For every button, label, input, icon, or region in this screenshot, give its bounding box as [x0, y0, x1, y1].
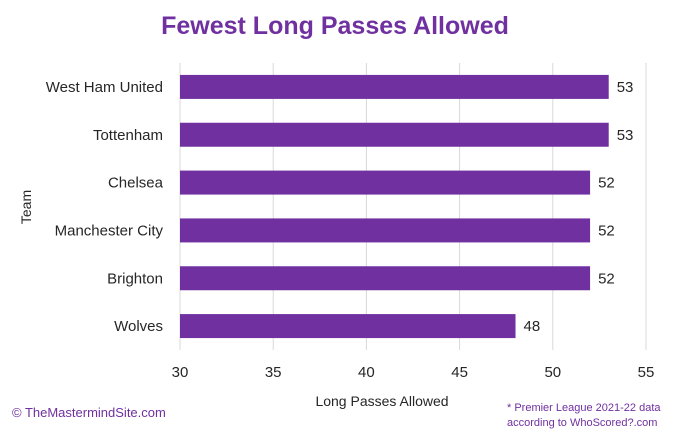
bar — [180, 218, 591, 243]
x-tick-label: 40 — [358, 364, 375, 381]
data-label: 48 — [524, 318, 541, 335]
bar — [180, 170, 591, 195]
y-axis-title: Team — [18, 190, 34, 224]
x-tick-label: 30 — [172, 364, 189, 381]
chart-title: Fewest Long Passes Allowed — [161, 12, 509, 40]
bar — [180, 122, 609, 147]
category-label: West Ham United — [46, 79, 163, 96]
category-label: Chelsea — [108, 175, 164, 192]
data-label: 52 — [598, 270, 615, 287]
data-label: 52 — [598, 175, 615, 192]
data-label: 52 — [598, 222, 615, 239]
category-labels: West Ham United Tottenham Chelsea Mancheste… — [46, 79, 164, 335]
x-tick-label: 45 — [451, 364, 468, 381]
x-tick-label: 50 — [544, 364, 561, 381]
category-label: Tottenham — [93, 127, 163, 144]
data-label: 53 — [617, 127, 634, 144]
bar — [180, 314, 516, 339]
category-label: Manchester City — [55, 222, 164, 239]
x-tick-label: 35 — [265, 364, 282, 381]
category-label: Wolves — [114, 318, 163, 335]
bar — [180, 74, 609, 99]
x-axis-title: Long Passes Allowed — [315, 393, 448, 409]
x-tick-labels: 30 35 40 45 50 55 — [172, 364, 655, 381]
x-tick-label: 55 — [638, 364, 655, 381]
data-labels: 53 53 52 52 52 48 — [524, 79, 634, 335]
site-credit: © TheMastermindSite.com — [12, 405, 166, 420]
bar — [180, 266, 591, 291]
source-note-line-2: according to WhoScored?.com — [507, 417, 657, 429]
source-note-line-1: * Premier League 2021-22 data — [507, 402, 661, 414]
data-label: 53 — [617, 79, 634, 96]
bars — [180, 74, 609, 339]
category-label: Brighton — [107, 270, 163, 287]
gridlines — [179, 63, 647, 350]
